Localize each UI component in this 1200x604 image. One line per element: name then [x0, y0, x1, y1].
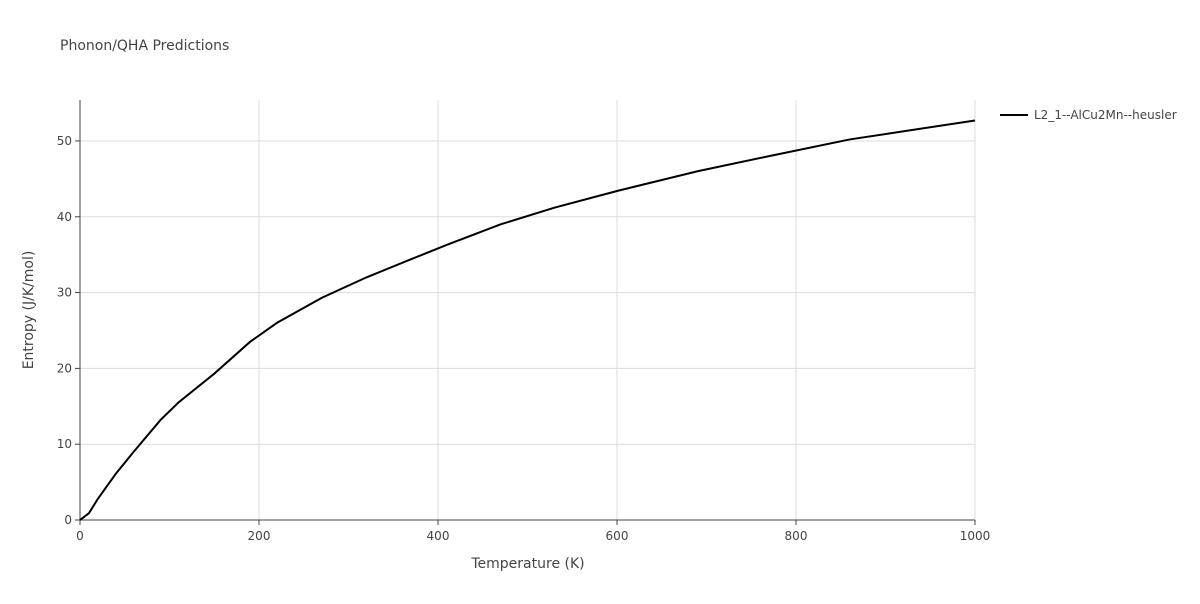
x-axis-label: Temperature (K) — [470, 556, 584, 572]
x-tick-label: 1000 — [960, 529, 991, 543]
x-tick-label: 800 — [785, 529, 808, 543]
y-axis-label: Entropy (J/K/mol) — [21, 251, 37, 370]
y-tick-label: 10 — [57, 437, 72, 451]
legend-label: L2_1--AlCu2Mn--heusler — [1034, 108, 1177, 122]
y-tick-label: 30 — [57, 286, 72, 300]
x-tick-label: 600 — [606, 529, 629, 543]
x-tick-label: 400 — [427, 529, 450, 543]
y-tick-label: 40 — [57, 210, 72, 224]
x-tick-label: 200 — [248, 529, 271, 543]
y-tick-label: 20 — [57, 361, 72, 375]
y-tick-label: 50 — [57, 134, 72, 148]
x-tick-label: 0 — [76, 529, 84, 543]
chart-title: Phonon/QHA Predictions — [60, 38, 229, 54]
y-tick-label: 0 — [64, 513, 72, 527]
data-line — [79, 119, 976, 521]
